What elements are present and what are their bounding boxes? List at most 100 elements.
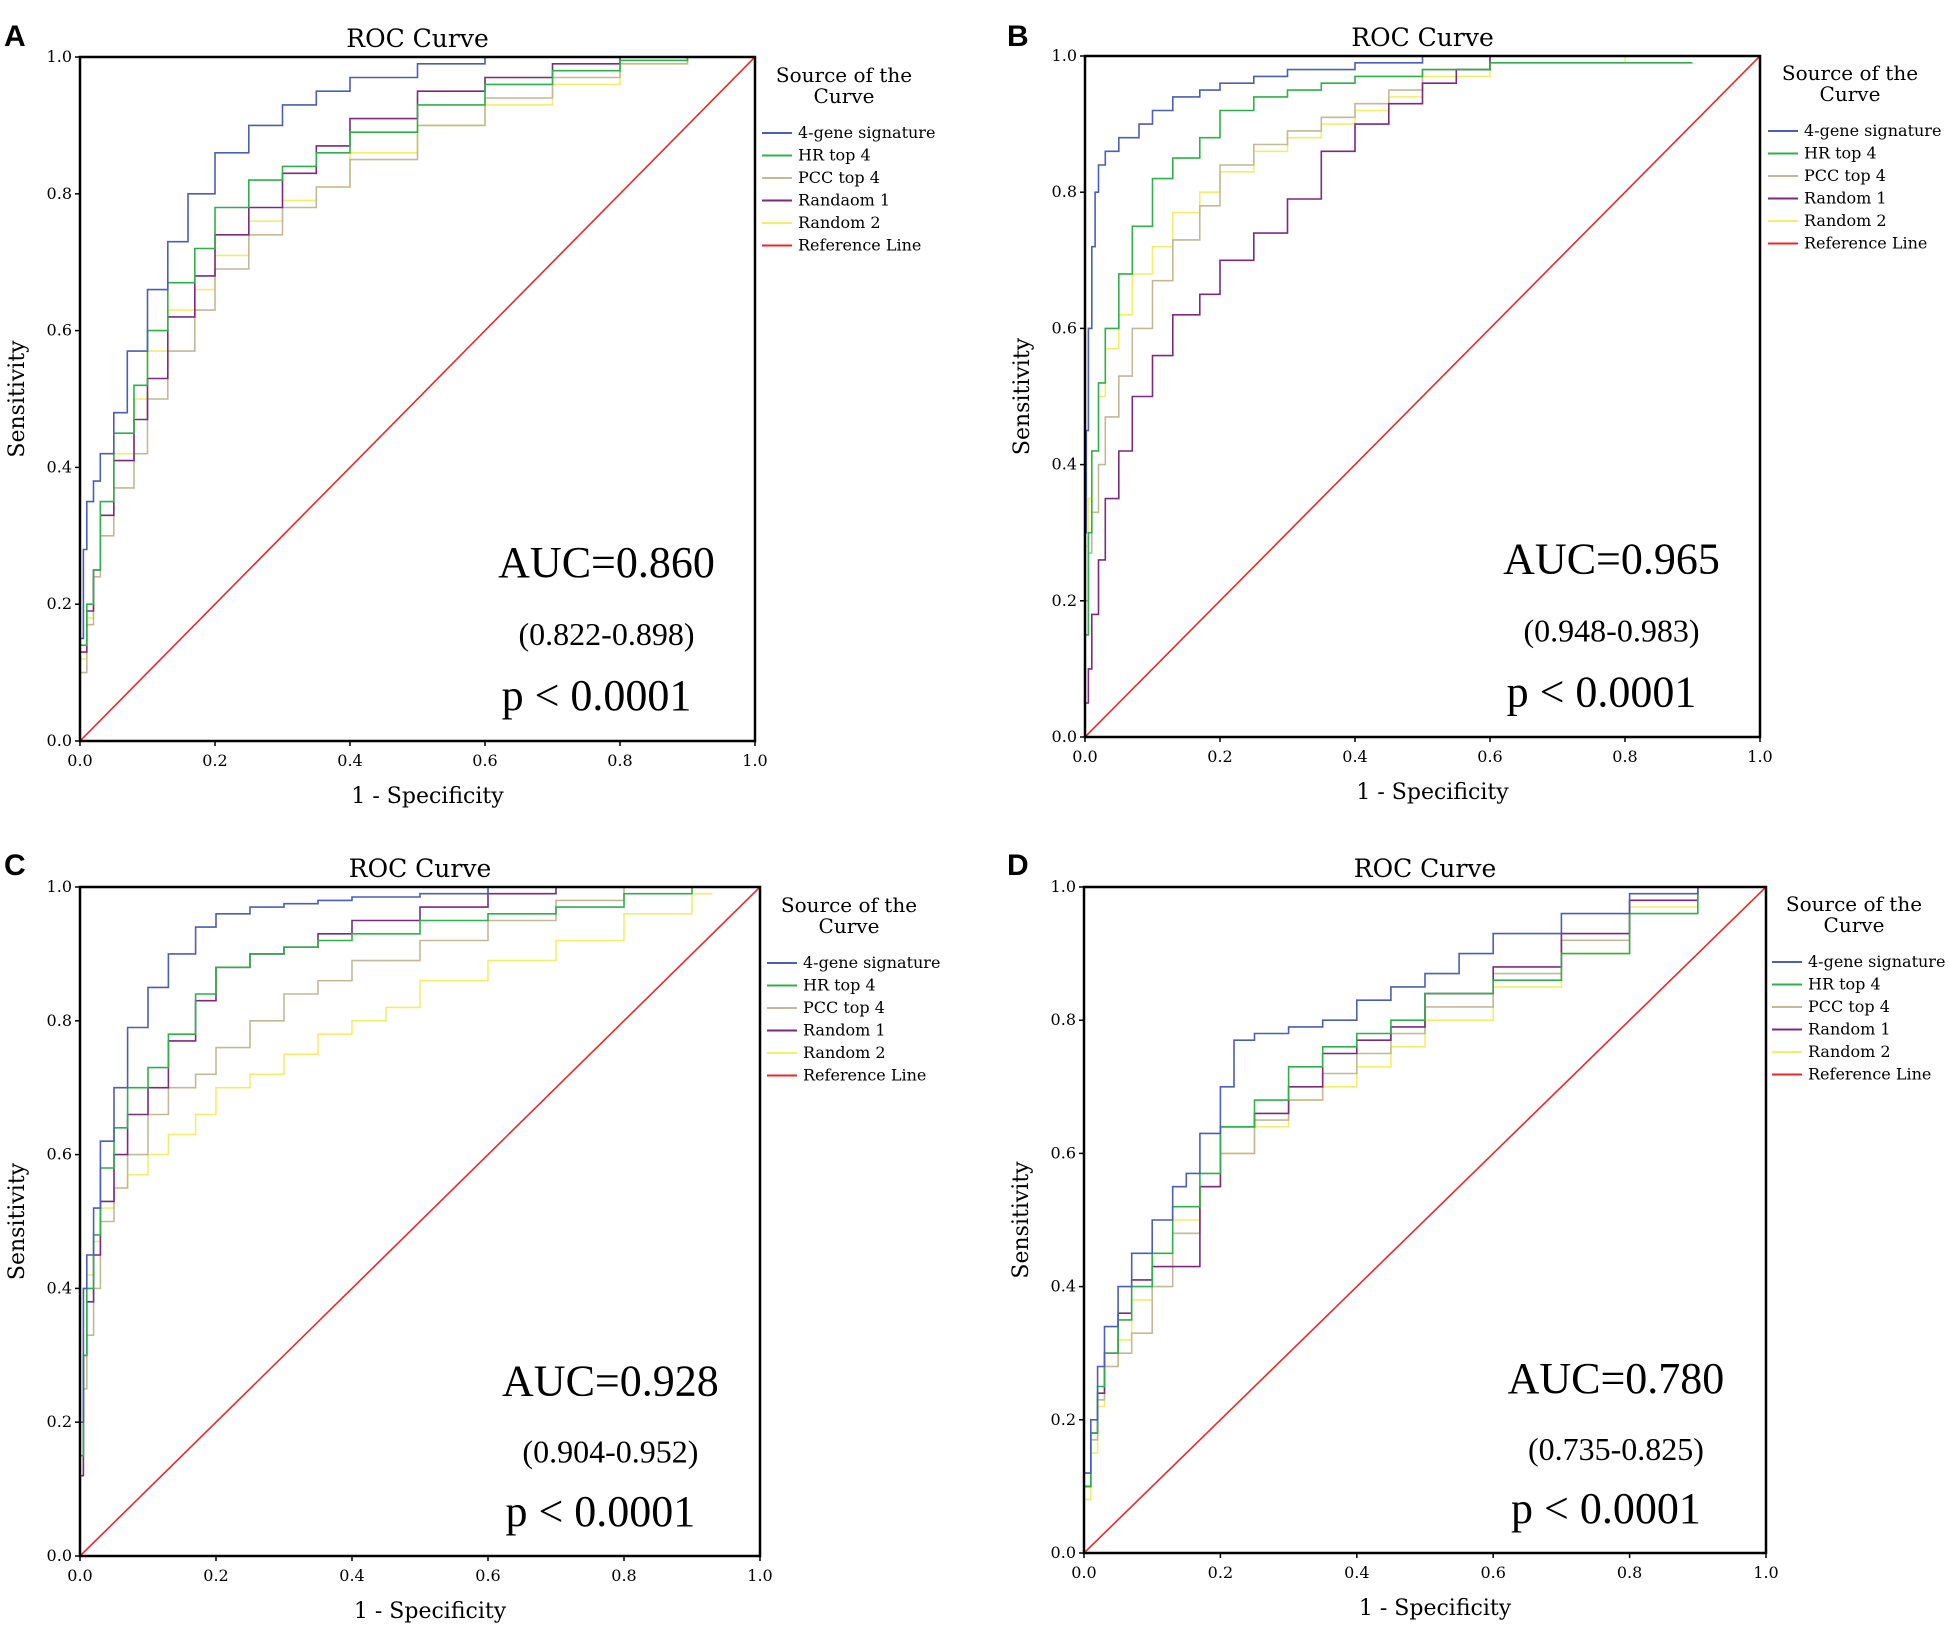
- ci-annotation: (0.904-0.952): [522, 1433, 698, 1469]
- legend-entry: PCC top 4: [1808, 997, 1890, 1016]
- y-tick-label: 0.8: [1051, 1010, 1076, 1029]
- chart-title: ROC Curve: [1354, 854, 1497, 883]
- series-line-4-gene-signature: [1085, 56, 1760, 737]
- series-line-pcc-top-4: [80, 887, 760, 1556]
- x-tick-label: 0.8: [1612, 747, 1637, 766]
- y-tick-label: 0.6: [1052, 318, 1077, 337]
- y-tick-label: 1.0: [1051, 877, 1076, 896]
- x-tick-label: 0.6: [1480, 1563, 1505, 1582]
- series-line-reference-line: [1084, 887, 1766, 1553]
- legend-title-line: Curve: [1820, 82, 1881, 106]
- x-axis-label: 1 - Specificity: [354, 1599, 507, 1624]
- legend-entry: HR top 4: [798, 146, 871, 165]
- legend-title-line: Source of the: [1786, 892, 1922, 916]
- series-line-reference-line: [1085, 56, 1760, 737]
- x-tick-label: 0.4: [337, 751, 362, 770]
- auc-annotation: AUC=0.928: [502, 1356, 719, 1405]
- y-tick-label: 0.2: [1051, 1410, 1076, 1429]
- p-value-annotation: p < 0.0001: [1507, 667, 1697, 716]
- p-value-annotation: p < 0.0001: [1511, 1484, 1701, 1533]
- y-tick-label: 0.2: [47, 594, 72, 613]
- y-tick-label: 0.8: [47, 1011, 72, 1030]
- auc-annotation: AUC=0.860: [498, 538, 715, 587]
- legend-entry: Random 2: [1808, 1042, 1891, 1061]
- x-tick-label: 0.0: [67, 1566, 92, 1585]
- legend-entry: Reference Line: [803, 1066, 926, 1085]
- y-tick-label: 0.4: [47, 1278, 72, 1297]
- panel-letter: D: [1007, 849, 1029, 882]
- series-line-4-gene-signature: [80, 57, 755, 741]
- series-line-hr-top-4: [1085, 62, 1693, 737]
- series-group: [80, 57, 755, 741]
- panel-letter: C: [4, 849, 26, 882]
- legend-entry: Random 1: [803, 1021, 886, 1040]
- series-line-pcc-top-4: [1085, 56, 1760, 737]
- x-tick-label: 1.0: [1753, 1563, 1778, 1582]
- x-tick-label: 0.2: [202, 751, 227, 770]
- x-axis-label: 1 - Specificity: [1356, 780, 1509, 805]
- ci-annotation: (0.822-0.898): [519, 616, 695, 652]
- series-group: [80, 887, 760, 1556]
- y-tick-label: 0.2: [1052, 591, 1077, 610]
- y-axis-label: Sensitivity: [5, 1162, 30, 1280]
- legend-title-line: Source of the: [776, 63, 912, 87]
- y-tick-label: 1.0: [1052, 46, 1077, 65]
- y-axis-label: Sensitivity: [1009, 1161, 1034, 1279]
- series-line-random-1: [1085, 56, 1760, 737]
- y-tick-label: 0.0: [1052, 727, 1077, 746]
- legend-title-line: Source of the: [1782, 61, 1918, 85]
- y-tick-label: 0.2: [47, 1412, 72, 1431]
- legend-entry: Randaom 1: [798, 191, 890, 210]
- series-line-reference-line: [80, 57, 755, 741]
- y-axis-label: Sensitivity: [5, 340, 30, 458]
- y-tick-label: 1.0: [47, 877, 72, 896]
- roc-panel-b: B ROC Curve 0.0 0.2 0.4 0.6 0.8 1.0 0.0 0.2 0.4 0.6…: [1007, 20, 1941, 805]
- y-axis-label: Sensitivity: [1010, 337, 1035, 455]
- legend-title-line: Curve: [1824, 913, 1885, 937]
- panel-letter: B: [1007, 20, 1029, 53]
- x-tick-label: 0.0: [1071, 1563, 1096, 1582]
- series-group: [1084, 887, 1766, 1553]
- plot-frame: [1083, 54, 1762, 739]
- x-tick-label: 1.0: [1747, 747, 1772, 766]
- series-group: [1085, 56, 1760, 737]
- legend-entry: 4-gene signature: [798, 123, 935, 142]
- y-tick-label: 0.4: [1052, 455, 1077, 474]
- x-tick-label: 0.8: [611, 1566, 636, 1585]
- chart-title: ROC Curve: [1351, 23, 1494, 52]
- legend-entry: Random 1: [1808, 1020, 1891, 1039]
- p-value-annotation: p < 0.0001: [505, 1487, 695, 1536]
- y-tick-label: 0.6: [47, 321, 72, 340]
- legend-entry: HR top 4: [1808, 975, 1881, 994]
- x-tick-label: 0.8: [607, 751, 632, 770]
- legend-entry: Random 2: [803, 1043, 886, 1062]
- chart-title: ROC Curve: [346, 24, 489, 53]
- x-tick-label: 1.0: [742, 751, 767, 770]
- plot-frame: [1082, 885, 1768, 1555]
- legend-entry: Random 2: [798, 213, 881, 232]
- x-tick-label: 0.0: [1072, 747, 1097, 766]
- x-tick-label: 0.0: [67, 751, 92, 770]
- x-axis-label: 1 - Specificity: [1359, 1596, 1512, 1621]
- series-line-4-gene-signature: [80, 887, 760, 1556]
- x-tick-label: 0.4: [339, 1566, 364, 1585]
- legend-entry: HR top 4: [1804, 144, 1877, 163]
- y-tick-label: 0.4: [1051, 1277, 1076, 1296]
- y-tick-label: 0.0: [47, 731, 72, 750]
- x-tick-label: 0.4: [1342, 747, 1367, 766]
- legend-entry: 4-gene signature: [1804, 121, 1941, 140]
- roc-panel-a: A ROC Curve 0.0 0.2 0.4 0.6 0.8 1.0 0.0 0.2 0.4 0.6…: [4, 20, 935, 809]
- series-line-hr-top-4: [80, 57, 755, 741]
- legend-title-line: Curve: [819, 914, 880, 938]
- x-tick-label: 0.6: [472, 751, 497, 770]
- y-tick-label: 0.8: [47, 184, 72, 203]
- x-tick-label: 0.2: [203, 1566, 228, 1585]
- x-axis-label: 1 - Specificity: [351, 784, 504, 809]
- legend-entry: Reference Line: [1808, 1065, 1931, 1084]
- y-tick-label: 1.0: [47, 47, 72, 66]
